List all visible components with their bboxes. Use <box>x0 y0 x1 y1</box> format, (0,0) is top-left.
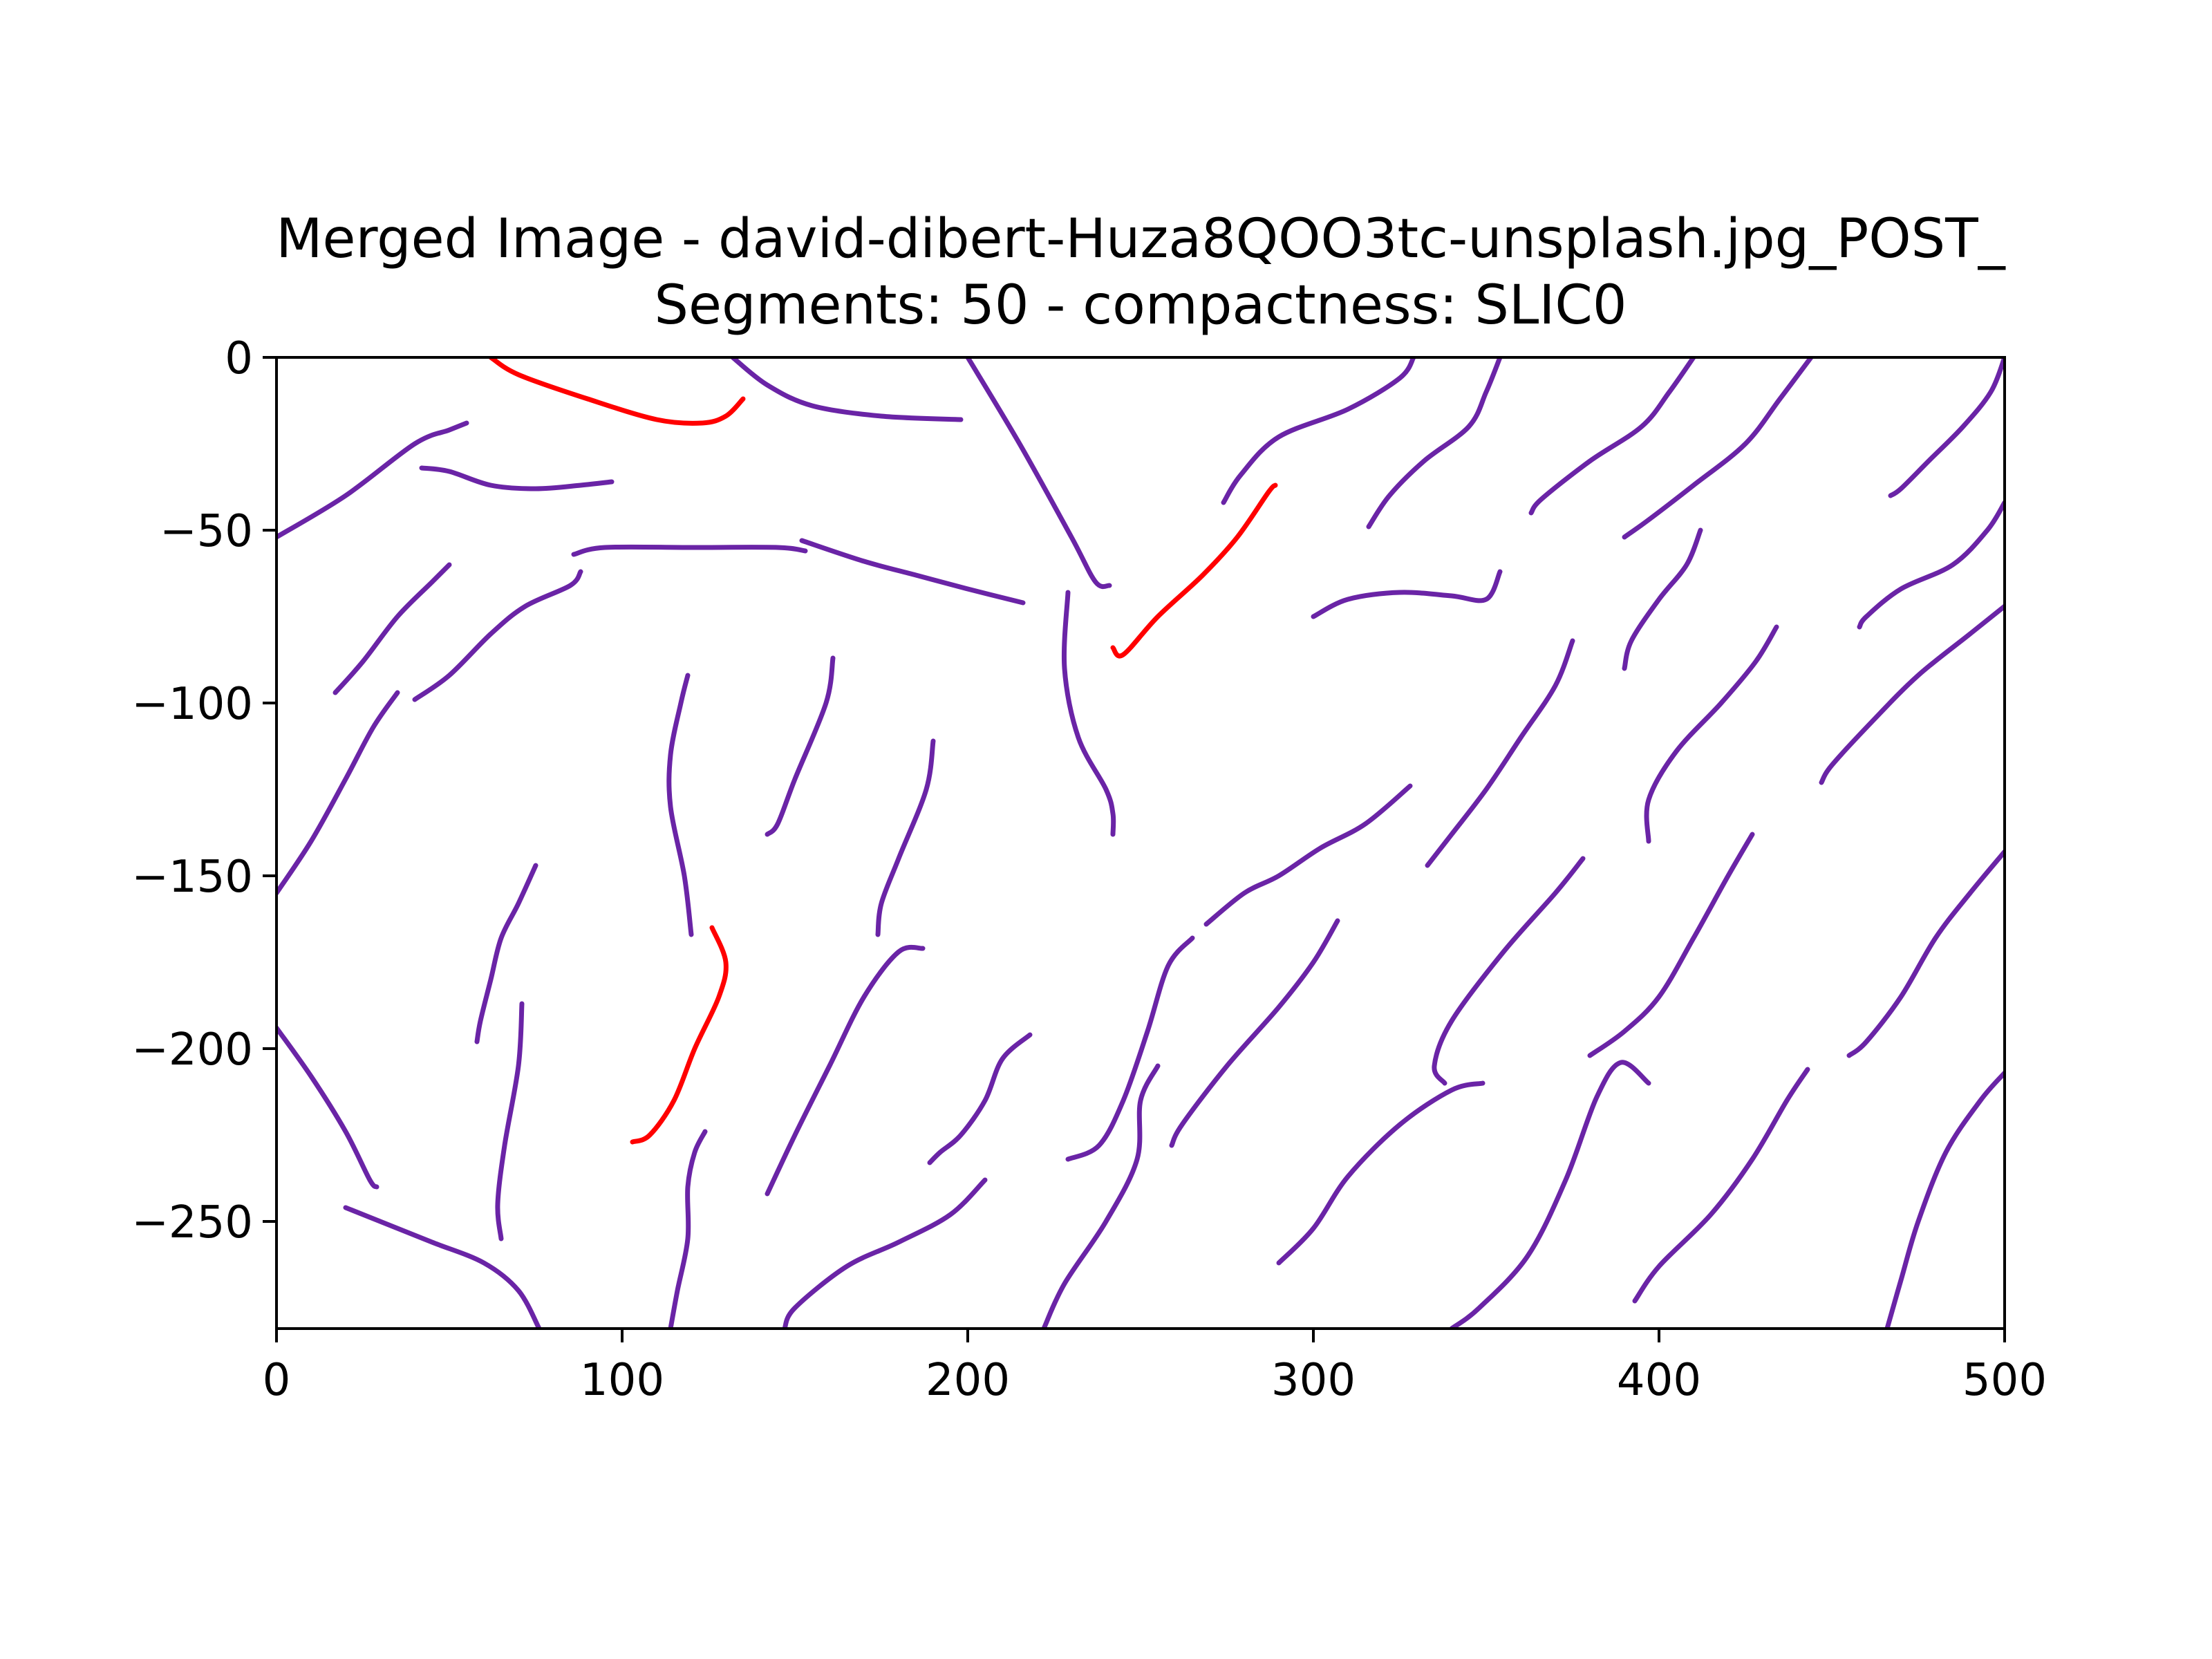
plot-frame <box>275 356 2006 1330</box>
boundary-segment-16 <box>1888 357 2005 498</box>
boundary-segment-24 <box>666 673 694 937</box>
boundary-segment-38 <box>1203 783 1413 927</box>
boundary-segment-4 <box>419 465 615 491</box>
boundary-segment-5 <box>332 562 452 695</box>
x-axis: 0 100 200 300 400 500 <box>263 1329 2047 1406</box>
boundary-segment-41 <box>1276 1080 1485 1266</box>
chart-subtitle: Segments: 50 - compactness: SLIC0 <box>655 274 1627 337</box>
boundary-segment-40 <box>1432 856 1586 1086</box>
x-tick-label: 0 <box>263 1355 291 1406</box>
x-tick-label: 400 <box>1617 1355 1701 1406</box>
y-tick-label: −150 <box>131 852 253 903</box>
boundary-segment-18 <box>1622 527 1703 671</box>
chart-title: Merged Image - david-dibert-Huza8QOO3tc-… <box>276 208 2006 270</box>
boundary-segment-9 <box>965 357 1112 590</box>
boundary-segment-42 <box>1587 832 1755 1058</box>
boundary-segment-13 <box>1366 357 1503 529</box>
x-tick-label: 100 <box>580 1355 664 1406</box>
boundary-segment-43 <box>1449 1060 1651 1329</box>
boundary-segment-32 <box>668 1129 708 1329</box>
boundary-segment-45 <box>1632 1067 1810 1304</box>
boundary-segments <box>276 357 2005 1329</box>
boundary-segment-8 <box>799 538 1026 606</box>
y-tick-label: −200 <box>131 1024 253 1076</box>
boundary-segment-34 <box>927 1032 1033 1165</box>
boundary-segment-2 <box>730 357 964 422</box>
boundary-segment-22 <box>1644 624 1779 844</box>
highlight-boundary-10 <box>1110 482 1278 659</box>
boundary-segment-29 <box>495 1001 525 1241</box>
y-tick-label: −100 <box>131 679 253 730</box>
boundary-segment-12 <box>1221 357 1416 505</box>
boundary-segment-15 <box>1622 357 1814 540</box>
y-tick-label: −50 <box>160 506 253 557</box>
x-tick-label: 500 <box>1962 1355 2047 1406</box>
boundary-segment-26 <box>765 655 836 837</box>
boundary-segment-33 <box>765 944 926 1197</box>
boundary-segment-36 <box>1065 935 1195 1162</box>
highlight-boundary-25 <box>630 925 729 1145</box>
boundary-segment-27 <box>875 738 936 937</box>
y-tick-label: −250 <box>131 1197 253 1248</box>
boundary-segment-6 <box>412 569 583 702</box>
x-tick-label: 300 <box>1271 1355 1356 1406</box>
y-axis: 0 −50 −100 −150 −200 −250 <box>131 333 276 1248</box>
boundary-segment-21 <box>1425 638 1575 868</box>
boundary-segment-28 <box>474 863 538 1044</box>
boundary-segment-37 <box>1041 1063 1161 1329</box>
x-tick-label: 200 <box>926 1355 1010 1406</box>
boundary-segment-46 <box>1884 1070 2005 1329</box>
boundary-segment-30 <box>276 1025 379 1190</box>
boundary-segment-20 <box>1819 603 2005 785</box>
boundary-segment-11 <box>1061 590 1116 837</box>
boundary-segment-23 <box>276 690 400 896</box>
boundary-segment-14 <box>1528 357 1696 516</box>
boundary-segment-19 <box>1857 500 2005 630</box>
boundary-segment-44 <box>1846 849 2005 1058</box>
highlight-boundary-1 <box>488 357 746 426</box>
boundary-segment-31 <box>343 1205 542 1329</box>
boundary-segment-39 <box>1169 918 1340 1148</box>
boundary-segment-35 <box>782 1177 988 1329</box>
boundary-segment-17 <box>1311 569 1503 619</box>
y-tick-label: 0 <box>225 333 253 384</box>
boundary-segment-7 <box>571 544 808 557</box>
boundary-segment-3 <box>276 420 469 540</box>
